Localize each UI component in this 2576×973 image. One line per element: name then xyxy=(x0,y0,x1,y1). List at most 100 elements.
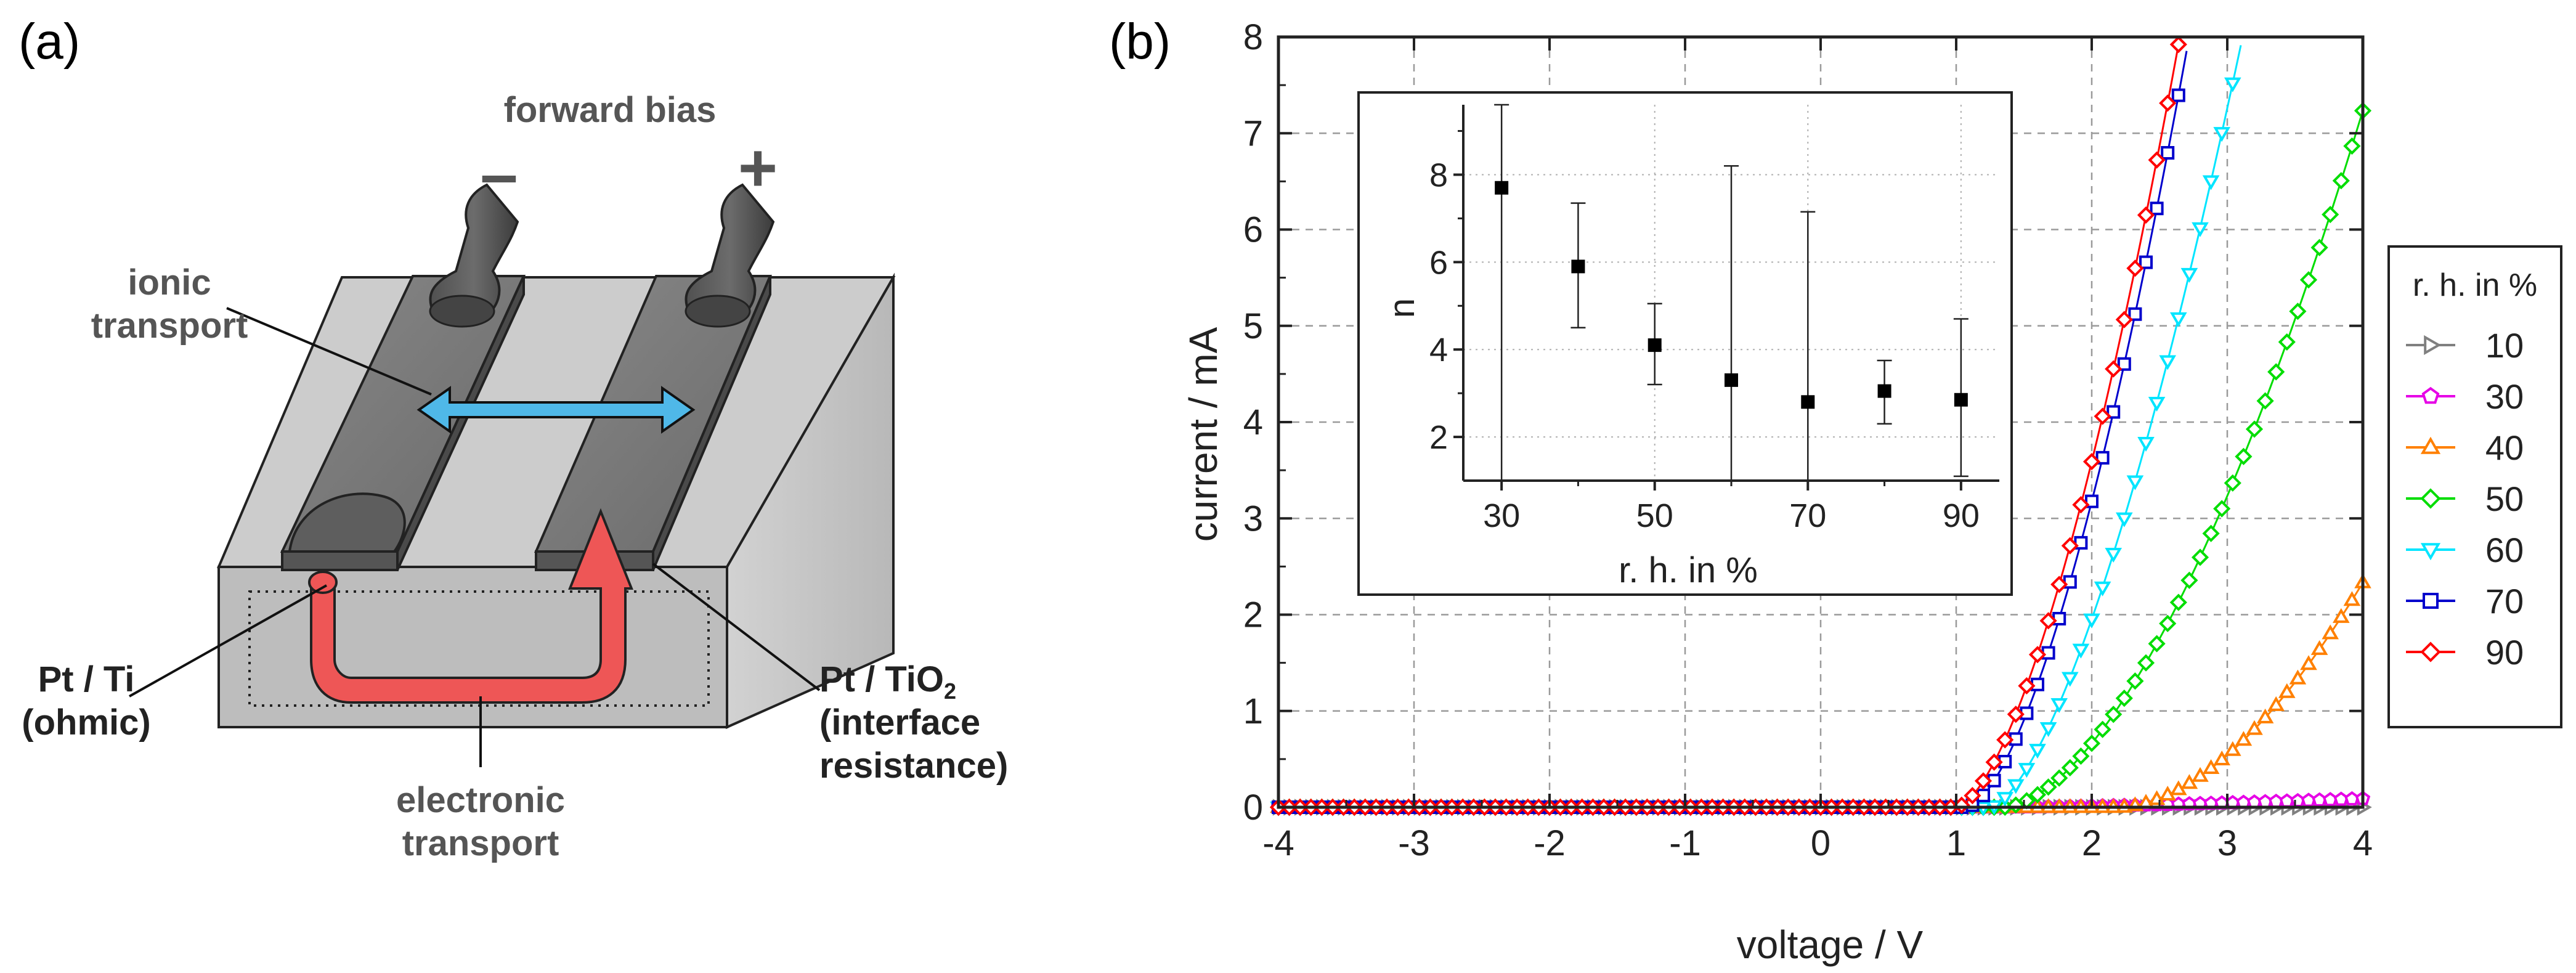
data-point-50 xyxy=(2094,720,2111,738)
legend-item-10: 10 xyxy=(2406,326,2524,365)
legend-frame xyxy=(2387,245,2562,728)
ionic-transport-arrow xyxy=(416,386,696,434)
data-point-90 xyxy=(2072,496,2090,514)
data-point-60 xyxy=(2126,475,2144,491)
inset-points-group xyxy=(1494,104,1969,482)
inset-x-tick-label: 30 xyxy=(1483,497,1520,534)
left-electrode xyxy=(280,275,526,571)
data-point-60 xyxy=(2007,779,2025,794)
data-point-50 xyxy=(2050,769,2068,787)
data-point-50 xyxy=(2213,500,2231,518)
inset-point-50 xyxy=(1647,303,1662,386)
inset-x-tick-label: 70 xyxy=(1789,497,1826,534)
data-point-40 xyxy=(2213,750,2231,765)
data-point-90 xyxy=(2082,452,2101,471)
y-tick-label: 0 xyxy=(1243,788,1263,828)
inset-point-80 xyxy=(1877,359,1892,425)
legend-item-30: 30 xyxy=(2406,377,2524,416)
data-point-40 xyxy=(2300,655,2317,670)
data-point-90 xyxy=(1996,731,2014,749)
data-point-40 xyxy=(2289,669,2307,685)
electronic-transport-label-line1: electronic xyxy=(396,780,565,820)
inset-y-axis-label: n xyxy=(1382,298,1422,318)
legend-swatch-marker xyxy=(2421,386,2440,404)
y-tick-label: 3 xyxy=(1243,499,1263,539)
data-point-50 xyxy=(2180,571,2198,589)
main-series-group xyxy=(1269,36,2372,816)
data-point-70 xyxy=(2161,145,2175,160)
main-axes: -4 -3 -2 -1 0 1 2 3 4 0 1 2 3 4 5 6 7 8 xyxy=(1243,17,2373,863)
pt-tio2-leader-line xyxy=(652,563,821,691)
data-point-60 xyxy=(2039,722,2057,737)
data-point-60 xyxy=(2105,548,2123,563)
data-point-50 xyxy=(2159,614,2177,632)
forward-bias-label: forward bias xyxy=(504,90,717,130)
legend-swatch-marker xyxy=(2424,335,2442,356)
data-point-50 xyxy=(2169,593,2187,611)
inset-marker xyxy=(1877,384,1891,398)
data-point-90 xyxy=(2050,576,2068,593)
data-point-40 xyxy=(2343,591,2361,606)
inset-marker xyxy=(1801,395,1815,409)
device-schematic: (a) forward bias – + xyxy=(18,14,1008,863)
inset-marker xyxy=(1725,373,1738,387)
data-point-60 xyxy=(2050,698,2068,713)
data-point-90 xyxy=(1964,787,1981,805)
inset-point-90 xyxy=(1953,318,1969,478)
data-point-40 xyxy=(2246,720,2263,735)
legend-item-70: 70 xyxy=(2406,582,2524,621)
data-point-70 xyxy=(2139,255,2153,269)
legend-swatch-marker xyxy=(2423,593,2439,609)
data-point-40 xyxy=(2202,759,2220,774)
inset-marker xyxy=(1648,338,1662,352)
data-point-50 xyxy=(2191,548,2209,566)
legend-swatch-marker xyxy=(2420,641,2441,662)
legend-items: 10 30 40 50 60 70 90 xyxy=(2406,326,2524,672)
y-tick-label: 2 xyxy=(1243,595,1263,635)
data-point-50 xyxy=(2061,759,2079,776)
data-point-60 xyxy=(2224,77,2241,92)
pt-ti-label-line2: (ohmic) xyxy=(22,702,150,743)
legend-item-40: 40 xyxy=(2406,428,2524,467)
data-point-90 xyxy=(2061,537,2079,555)
data-point-50 xyxy=(2235,447,2253,465)
data-point-40 xyxy=(2180,774,2198,789)
data-point-50 xyxy=(2039,778,2057,796)
data-point-40 xyxy=(2192,767,2209,782)
data-point-60 xyxy=(2213,127,2231,142)
data-point-60 xyxy=(2115,512,2133,527)
legend-label: 30 xyxy=(2485,377,2524,416)
data-point-60 xyxy=(2018,763,2036,778)
pt-ti-label-line1: Pt / Ti xyxy=(38,659,135,699)
data-point-60 xyxy=(2094,581,2111,596)
pt-tio2-label-line2: (interface xyxy=(819,702,980,743)
pt-tio2-label-line3: resistance) xyxy=(819,746,1008,786)
data-point-90 xyxy=(1974,772,1993,790)
inset-y-tick-label: 2 xyxy=(1429,419,1448,456)
data-point-70 xyxy=(2052,611,2066,625)
data-point-40 xyxy=(2310,640,2328,655)
data-point-90 xyxy=(2148,151,2166,169)
data-point-50 xyxy=(2115,690,2133,707)
data-point-90 xyxy=(2039,612,2057,630)
data-point-60 xyxy=(2072,643,2090,659)
legend-item-50: 50 xyxy=(2406,479,2524,518)
data-point-90 xyxy=(2159,94,2177,112)
data-point-40 xyxy=(2322,624,2339,640)
panel-a-label: (a) xyxy=(18,14,80,70)
data-point-90 xyxy=(2126,259,2144,277)
data-point-50 xyxy=(2267,363,2285,381)
data-point-60 xyxy=(2148,396,2166,412)
inset-x-tick-label: 50 xyxy=(1636,497,1673,534)
pt-ti-leader-line xyxy=(129,584,327,698)
data-point-50 xyxy=(2082,735,2101,752)
ionic-transport-label-line2: transport xyxy=(91,306,248,346)
data-point-40 xyxy=(2235,731,2253,746)
y-tick-label: 1 xyxy=(1243,691,1263,731)
legend-swatch-marker xyxy=(2420,488,2441,509)
legend-label: 40 xyxy=(2485,428,2524,467)
data-point-50 xyxy=(2202,524,2220,542)
inset-marker xyxy=(1571,259,1585,274)
legend-label: 50 xyxy=(2485,479,2524,518)
dotted-film-outline xyxy=(248,590,710,707)
